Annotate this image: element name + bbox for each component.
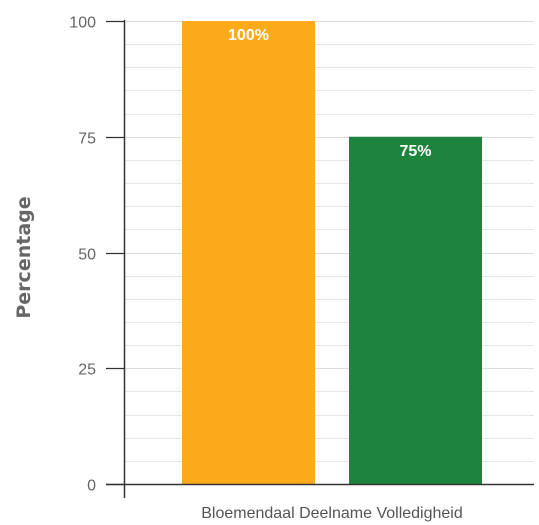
axes [106, 20, 534, 498]
bar [182, 21, 315, 484]
data-label: 75% [399, 143, 431, 160]
x-tick-label: Bloemendaal Deelname Volledigheid [201, 505, 463, 522]
bars [182, 21, 482, 484]
y-tick-label: 75 [78, 131, 96, 148]
labels: Percentage 100% 75% Bloemendaal Deelname V… [13, 15, 463, 523]
y-axis-title: Percentage [13, 196, 35, 318]
bar [349, 136, 482, 484]
data-label: 100% [228, 27, 269, 44]
y-tick-label: 0 [87, 478, 96, 495]
y-tick-label: 50 [78, 247, 96, 264]
y-tick-label: 25 [78, 362, 96, 379]
y-tick-label: 100 [69, 15, 96, 32]
